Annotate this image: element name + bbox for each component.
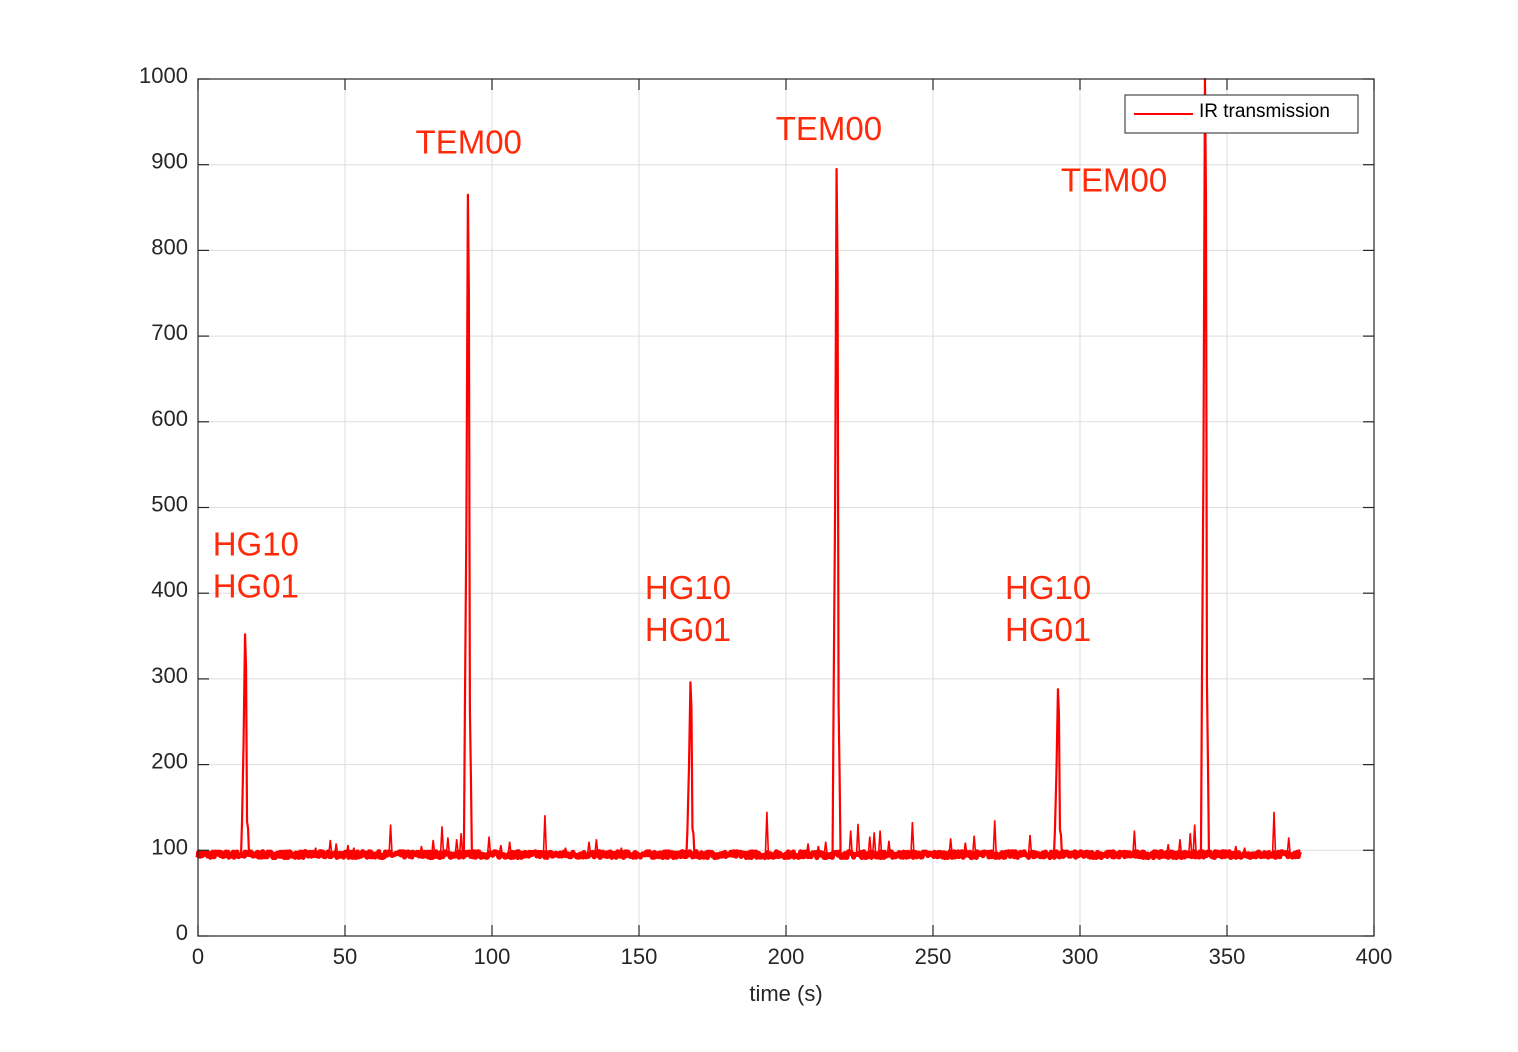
minor-peak-4 xyxy=(351,847,357,855)
minor-peak-0 xyxy=(313,847,318,855)
peak-2 xyxy=(685,681,696,855)
peak-3 xyxy=(831,167,842,855)
minor-peak-23 xyxy=(823,841,828,855)
minor-peak-6 xyxy=(419,845,424,855)
x-axis-title: time (s) xyxy=(749,981,822,1006)
x-tick-label-1: 50 xyxy=(333,944,357,969)
minor-peak-40 xyxy=(1192,824,1197,855)
peak-5 xyxy=(1199,77,1211,855)
minor-peak-15 xyxy=(542,815,548,855)
minor-peak-28 xyxy=(877,830,883,855)
minor-peak-14 xyxy=(507,841,512,855)
annotation-hg10-3: HG10 xyxy=(645,569,731,606)
minor-peak-2 xyxy=(333,843,339,855)
minor-peak-20 xyxy=(764,811,770,855)
x-tick-label-7: 350 xyxy=(1209,944,1246,969)
x-tick-label-6: 300 xyxy=(1062,944,1099,969)
minor-peak-22 xyxy=(816,845,821,855)
y-tick-label-8: 800 xyxy=(151,234,188,259)
minor-peak-8 xyxy=(439,826,445,855)
x-tick-label-8: 400 xyxy=(1356,944,1393,969)
x-tick-label-3: 150 xyxy=(621,944,658,969)
y-tick-label-10: 1000 xyxy=(139,63,188,88)
minor-peak-30 xyxy=(910,821,915,855)
minor-peak-29 xyxy=(886,840,892,855)
minor-peak-27 xyxy=(871,832,877,855)
legend: IR transmission xyxy=(1124,94,1359,134)
y-tick-label-6: 600 xyxy=(151,406,188,431)
minor-peak-44 xyxy=(1286,837,1292,855)
minor-peak-36 xyxy=(1132,830,1137,855)
minor-peak-12 xyxy=(486,836,492,855)
y-tick-label-9: 900 xyxy=(151,149,188,174)
minor-peak-7 xyxy=(430,839,436,855)
y-tick-label-2: 200 xyxy=(151,749,188,774)
minor-peak-1 xyxy=(328,839,333,855)
minor-peak-5 xyxy=(388,824,393,855)
annotation-tem00-8: TEM00 xyxy=(1061,161,1167,198)
minor-peak-26 xyxy=(867,836,873,855)
annotation-hg10-0: HG10 xyxy=(213,525,299,562)
y-tick-label-3: 300 xyxy=(151,663,188,688)
minor-peak-25 xyxy=(855,823,861,855)
annotation-hg10-6: HG10 xyxy=(1005,569,1091,606)
y-tick-label-0: 0 xyxy=(176,920,188,945)
minor-peak-31 xyxy=(948,838,953,855)
x-tick-label-5: 250 xyxy=(915,944,952,969)
minor-peak-11 xyxy=(458,833,464,855)
y-tick-label-4: 400 xyxy=(151,577,188,602)
x-tick-label-4: 200 xyxy=(768,944,805,969)
axes: 0 50 100 150 200 250 300 350 400 0 100 200 300 400 500… xyxy=(139,63,1392,969)
minor-peak-34 xyxy=(992,820,998,855)
series-line-ir-transmission xyxy=(195,849,1303,861)
annotation-hg01-4: HG01 xyxy=(645,611,731,648)
annotation-hg01-1: HG01 xyxy=(213,567,299,604)
annotations: HG10 HG01 TEM00 HG10 HG01 TEM00 HG10 HG01 TEM00 xyxy=(213,110,1168,648)
legend-label-ir-transmission: IR transmission xyxy=(1199,101,1330,122)
minor-peak-32 xyxy=(963,842,968,855)
minor-peak-38 xyxy=(1177,839,1183,855)
minor-peak-24 xyxy=(848,830,853,855)
minor-peak-42 xyxy=(1242,847,1247,855)
minor-peak-19 xyxy=(619,847,624,855)
x-tick-label-0: 0 xyxy=(192,944,204,969)
y-tick-label-1: 100 xyxy=(151,834,188,859)
minor-peak-9 xyxy=(445,837,451,855)
minor-peak-21 xyxy=(805,843,811,855)
peak-4 xyxy=(1052,688,1064,855)
x-tick-label-2: 100 xyxy=(474,944,511,969)
minor-peak-39 xyxy=(1187,833,1193,855)
y-tick-label-5: 500 xyxy=(151,492,188,517)
minor-peak-35 xyxy=(1027,834,1033,855)
minor-peak-43 xyxy=(1271,811,1277,855)
minor-peak-3 xyxy=(345,845,351,855)
minor-peak-13 xyxy=(498,845,504,855)
annotation-hg01-7: HG01 xyxy=(1005,611,1091,648)
minor-peak-16 xyxy=(563,847,568,855)
y-tick-label-7: 700 xyxy=(151,320,188,345)
annotation-tem00-5: TEM00 xyxy=(776,110,882,147)
annotation-tem00-2: TEM00 xyxy=(416,124,522,161)
peak-0 xyxy=(239,633,251,855)
grid xyxy=(197,78,1375,937)
minor-peak-18 xyxy=(594,839,599,855)
minor-peak-10 xyxy=(454,839,460,855)
minor-peak-41 xyxy=(1233,845,1239,855)
peak-1 xyxy=(462,193,473,855)
series-layer xyxy=(195,77,1303,861)
minor-peak-33 xyxy=(971,835,977,855)
minor-peak-37 xyxy=(1165,844,1171,855)
minor-peak-17 xyxy=(586,841,592,855)
